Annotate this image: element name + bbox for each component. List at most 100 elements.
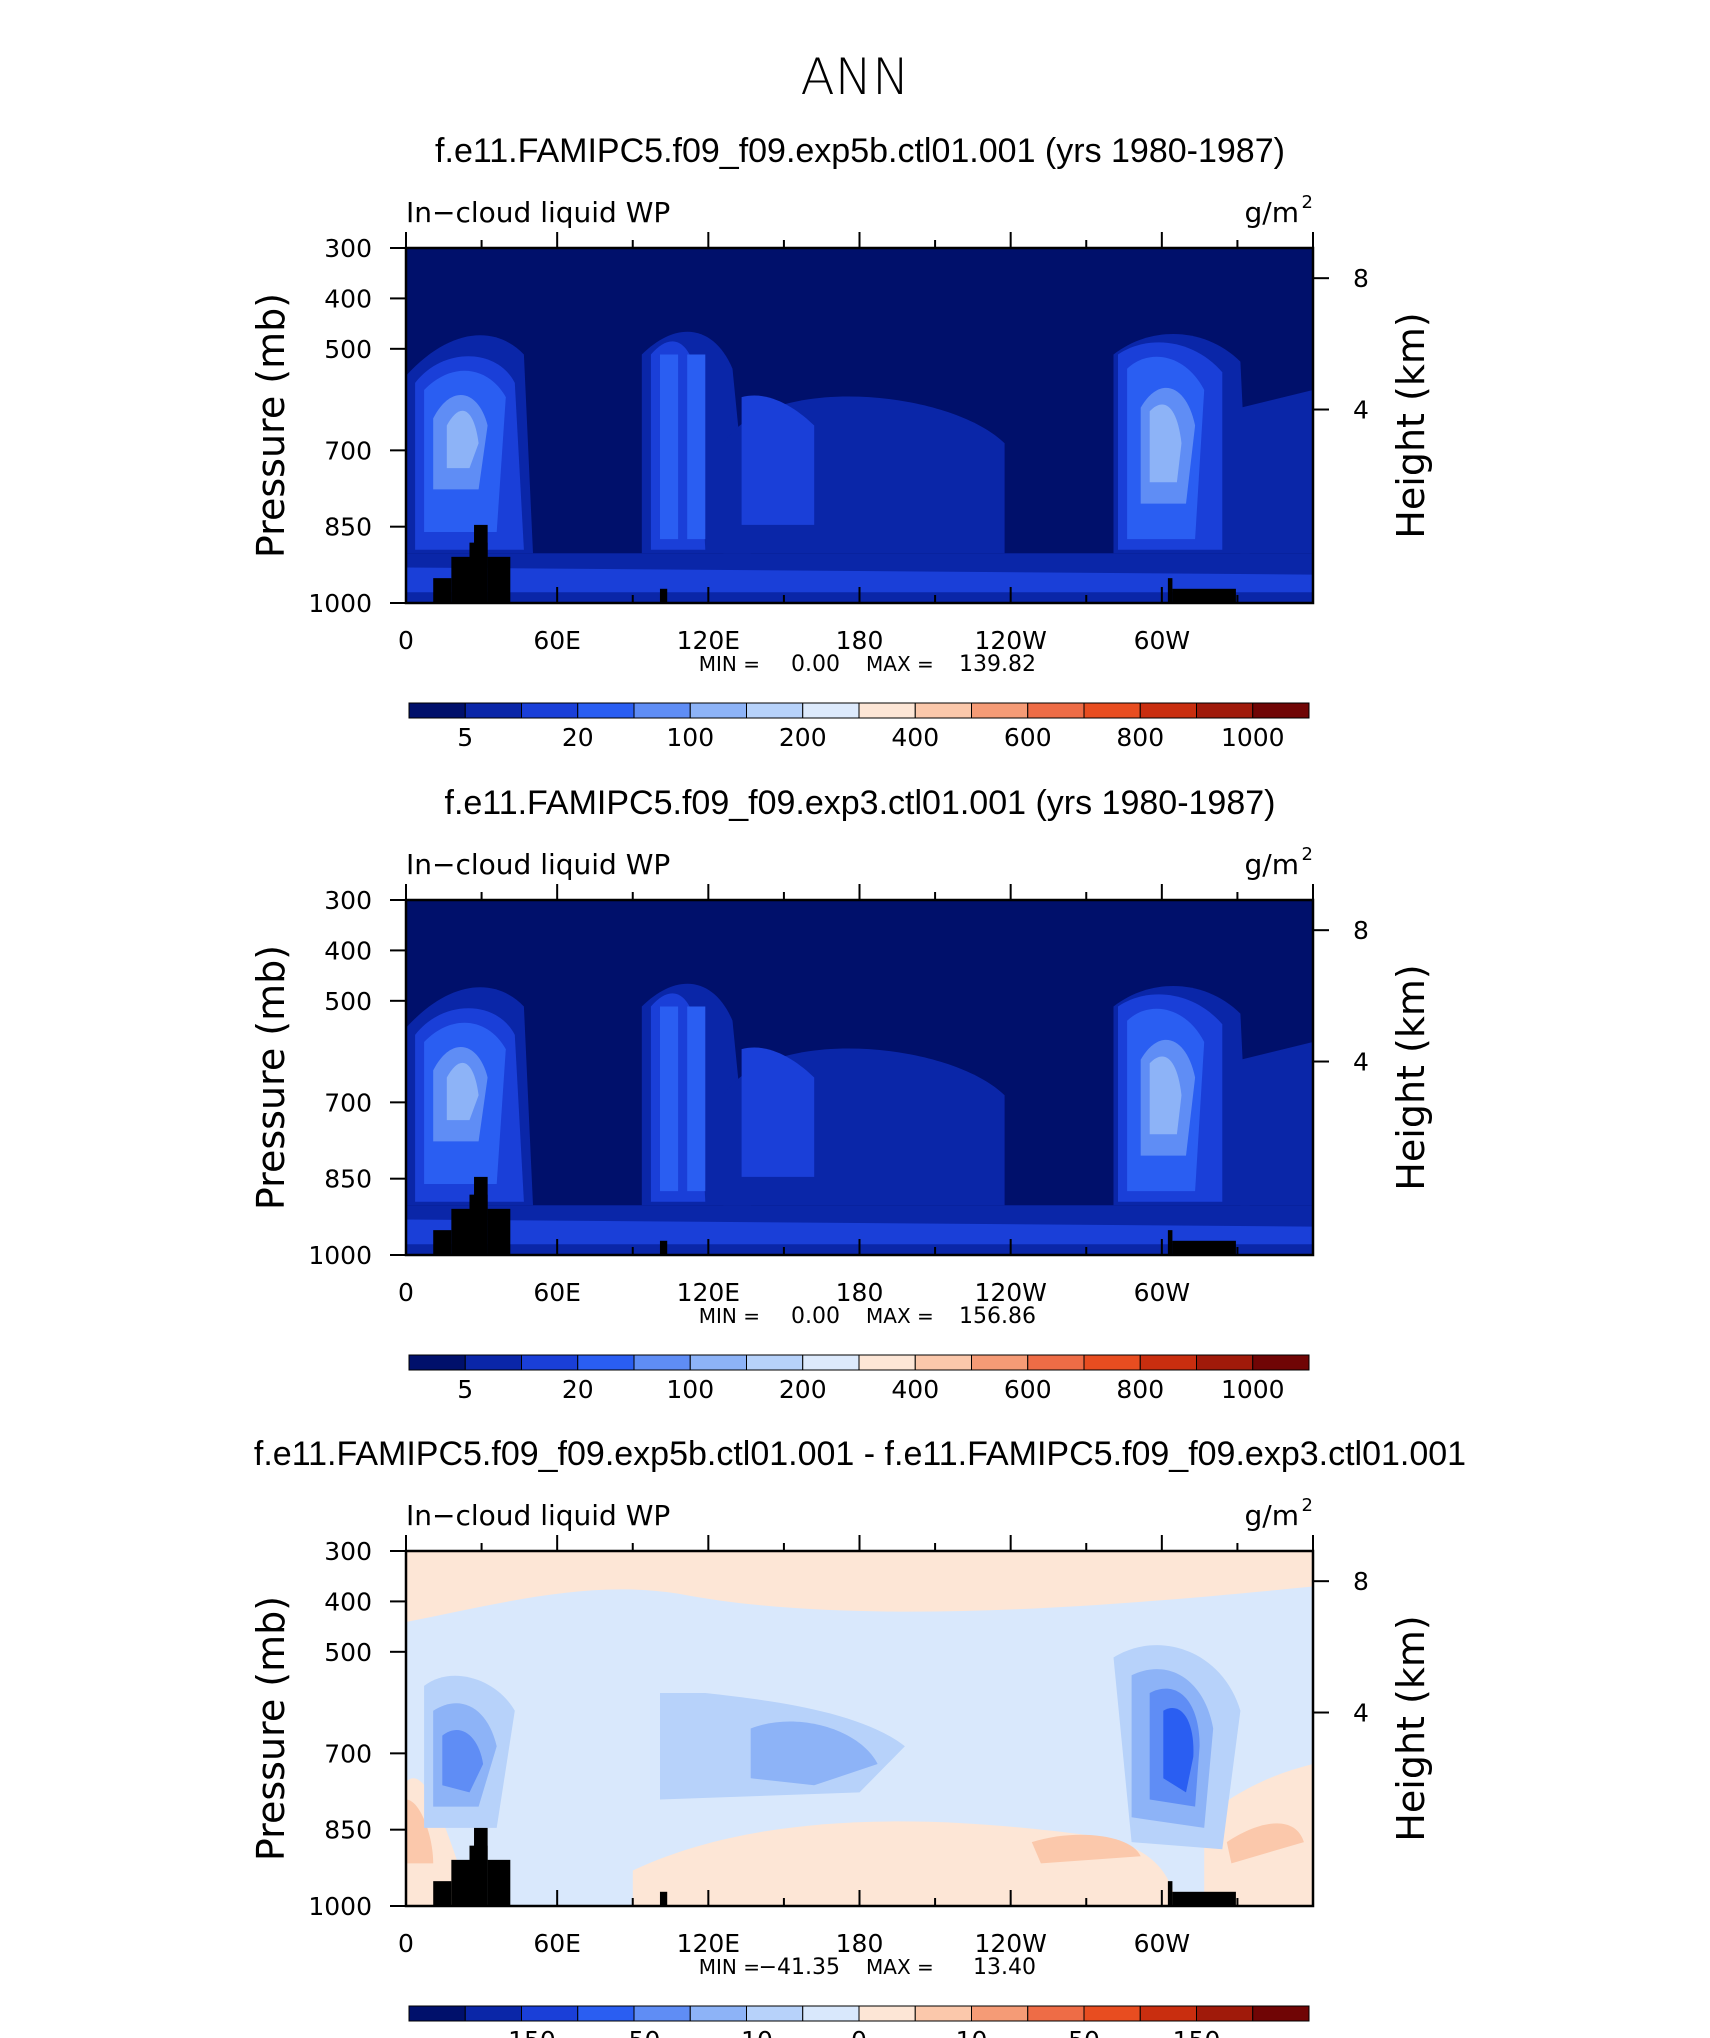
x-tick-label: 180 [836,1929,884,1958]
max-label: MAX = [866,1955,934,1979]
y-tick-label: 700 [324,436,372,465]
right-tick-label: 8 [1353,1567,1369,1596]
terrain-mask [1172,1240,1236,1255]
terrain-mask [474,524,488,603]
terrain-mask [474,1176,488,1255]
contour-region [442,1730,484,1793]
y-tick-label: 500 [324,335,372,364]
terrain-mask [659,1891,668,1906]
colorbar-swatch [914,1354,972,1371]
x-tick-label: 120E [677,626,741,655]
colorbar-label: 600 [1004,1375,1052,1404]
y-tick-label: 300 [324,886,372,915]
min-label: MIN = [699,652,760,676]
terrain-mask [1172,588,1236,603]
x-tick-label: 120W [974,626,1046,655]
colorbar-swatch [1027,2005,1085,2022]
contour-region [1240,390,1313,554]
colorbar-swatch [521,1354,579,1371]
chart-panel-2: f.e11.FAMIPC5.f09_f09.exp3.ctl01.001 (yr… [249,784,1433,1404]
y-tick-label: 400 [324,936,372,965]
colorbar-swatch [1139,702,1197,719]
colorbar-swatch [1027,1354,1085,1371]
colorbar: 5 20 100 200 400 600 800 1000 [408,702,1310,752]
x-tick-label: 60E [533,1278,581,1307]
colorbar-swatch [1196,2005,1254,2022]
chart-subtitle: In−cloud liquid WP [406,848,670,881]
colorbar-label: −10 [720,2026,773,2038]
colorbar-label: 20 [562,723,594,752]
min-value: 0.00 [791,1304,840,1329]
colorbar-swatch [914,2005,972,2022]
contour-region [1226,1823,1304,1864]
right-tick-label: 4 [1353,1048,1369,1077]
colorbar-label: 600 [1004,723,1052,752]
y-tick-label: 300 [324,1537,372,1566]
contour-region [741,395,815,525]
contour-region [406,1551,1313,1622]
contour-region [1031,1834,1141,1864]
y-tick-label: 1000 [308,589,372,618]
colorbar-swatch [1196,702,1254,719]
y-axis-label: Pressure (mb) [249,1596,293,1861]
colorbar-label: 200 [779,723,827,752]
colorbar-swatch [858,1354,916,1371]
colorbar-swatch [689,2005,747,2022]
max-value: 13.40 [973,1955,1036,1980]
colorbar-swatch [633,1354,691,1371]
colorbar-label: 10 [956,2026,988,2038]
colorbar-swatch [408,2005,466,2022]
colorbar-label: 100 [666,723,714,752]
contour-region [406,1219,1313,1245]
colorbar-swatch [802,702,860,719]
chart-title: f.e11.FAMIPC5.f09_f09.exp3.ctl01.001 (yr… [445,784,1276,822]
x-tick-label: 0 [398,626,414,655]
chart-units-superscript: 2 [1302,844,1313,865]
colorbar-swatch [464,2005,522,2022]
contour-region [741,1047,815,1177]
colorbar-swatch [464,1354,522,1371]
x-tick-label: 60E [533,1929,581,1958]
chart-units-superscript: 2 [1302,1495,1313,1516]
contour-region [750,1721,878,1786]
terrain-mask [487,1208,511,1255]
colorbar-swatch [1083,702,1141,719]
y-tick-label: 1000 [308,1892,372,1921]
right-tick-label: 4 [1353,1699,1369,1728]
x-tick-label: 0 [398,1278,414,1307]
colorbar-label: 400 [891,723,939,752]
y-tick-label: 500 [324,987,372,1016]
colorbar-swatch [408,702,466,719]
contour-region [1240,1042,1313,1206]
terrain-mask [1167,578,1173,603]
terrain-mask [433,1230,452,1255]
colorbar-swatch [689,1354,747,1371]
contour-region [1149,404,1182,483]
right-tick-label: 8 [1353,916,1369,945]
x-tick-label: 180 [836,1278,884,1307]
terrain-mask [474,1827,488,1906]
right-axis-label: Height (km) [1389,312,1433,538]
x-tick-label: 120E [677,1278,741,1307]
colorbar-label: 50 [1068,2026,1100,2038]
y-axis-label: Pressure (mb) [249,945,293,1210]
y-tick-label: 700 [324,1088,372,1117]
colorbar-swatch [858,702,916,719]
colorbar-label: 0 [851,2026,867,2038]
colorbar-swatch [689,702,747,719]
contour-region [406,567,1313,593]
chart-units: g/m [1245,1499,1299,1532]
contour-region [687,354,706,540]
contour-region [1149,1056,1182,1135]
right-axis-label: Height (km) [1389,1615,1433,1841]
colorbar-swatch [746,2005,804,2022]
chart-title: f.e11.FAMIPC5.f09_f09.exp5b.ctl01.001 (y… [435,132,1285,170]
page-title: ANN [800,48,909,106]
terrain-mask [487,1859,511,1906]
colorbar-swatch [464,702,522,719]
x-tick-label: 120W [974,1929,1046,1958]
colorbar-label: 5 [457,723,473,752]
heatmap-field [406,248,1313,603]
chart-units-superscript: 2 [1302,192,1313,213]
contour-region [446,1062,479,1121]
